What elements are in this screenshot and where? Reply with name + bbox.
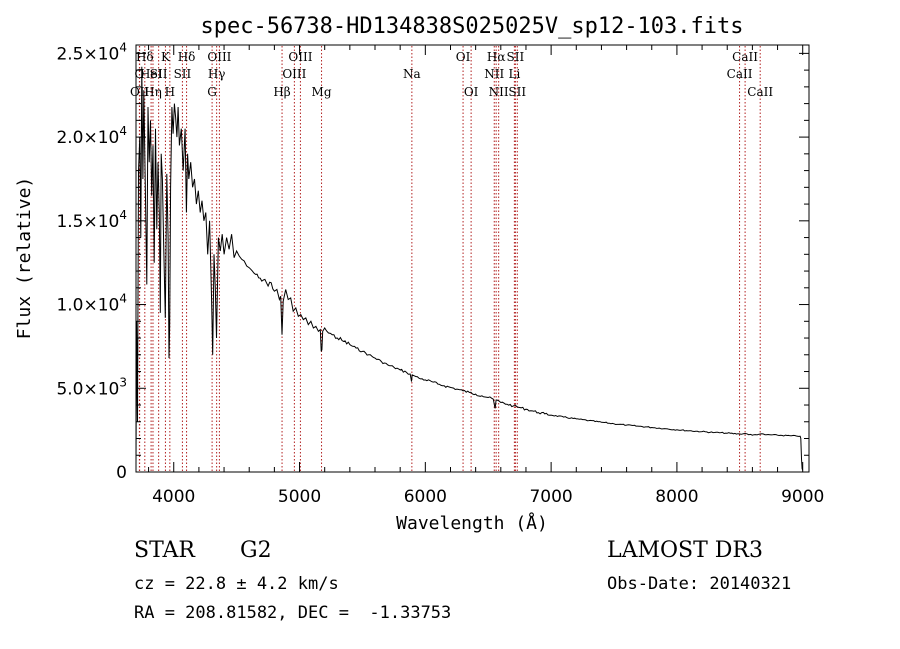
y-axis: 0 5.0×103 1.0×104 1.5×104 2.0×104 2.5×104 [56,40,809,483]
y-tick-label-1: 5.0×103 [56,375,127,399]
line-label-10: OIII [207,50,231,64]
line-label-13: OIII [288,50,312,64]
x-tick-label-4: 8000 [655,487,698,507]
coordinates: RA = 208.81582, DEC = -1.33753 [134,603,452,623]
observation-date: Obs-Date: 20140321 [607,574,792,594]
line-label-17: Na [403,67,421,81]
x-tick-label-5: 9000 [781,487,824,507]
line-label-24: Li [508,67,520,81]
line-label-23: SII [507,50,525,64]
y-tick-label-4: 2.0×104 [56,124,127,148]
line-label-2: OII [130,85,150,99]
line-label-18: OI [456,50,471,64]
line-label-28: CaII [747,85,773,99]
flux-series-line [135,66,804,471]
line-label-26: CaII [732,50,758,64]
redshift-velocity: cz = 22.8 ± 4.2 km/s [134,574,339,594]
line-label-0: Hδ [136,50,154,64]
chart-title: spec-56738-HD134838S025025V_sp12-103.fit… [200,14,743,39]
line-label-15: Hβ [273,85,290,99]
line-label-4: Hη [144,85,162,99]
line-label-12: G [207,85,217,99]
y-tick-label-2: 1.0×104 [56,292,127,316]
line-label-27: CaII [727,67,753,81]
x-axis-label: Wavelength (Å) [396,512,548,534]
line-label-14: OIII [282,67,306,81]
x-tick-label-1: 5000 [278,487,321,507]
spectral-subclass: G2 [240,538,272,563]
line-label-21: NII [484,67,504,81]
y-tick-label-0: 0 [116,463,127,483]
y-axis-label: Flux (relative) [14,177,35,340]
spectral-line-markers [138,46,761,471]
line-label-9: SII [174,67,192,81]
y-tick-label-5: 2.5×104 [56,40,127,64]
line-label-3: HeI [140,67,163,81]
line-label-19: OI [464,85,479,99]
line-label-6: SII [150,67,168,81]
x-axis: 4000 5000 6000 7000 8000 9000 [148,45,824,507]
x-tick-label-0: 4000 [152,487,195,507]
plot-frame [135,44,810,473]
line-label-11: Hγ [208,67,226,81]
x-tick-label-3: 7000 [529,487,572,507]
object-class: STAR [134,538,195,563]
x-tick-label-2: 6000 [404,487,447,507]
line-label-5: K [161,50,171,64]
survey-name: LAMOST DR3 [607,538,763,563]
line-label-20: Hα [487,50,506,64]
y-tick-label-3: 1.5×104 [56,208,127,232]
line-label-22: NII [489,85,509,99]
line-label-8: Hδ [178,50,196,64]
line-label-1: O [134,67,144,81]
line-label-25: SII [508,85,526,99]
line-label-16: Mg [312,85,332,99]
line-label-7: H [165,85,175,99]
